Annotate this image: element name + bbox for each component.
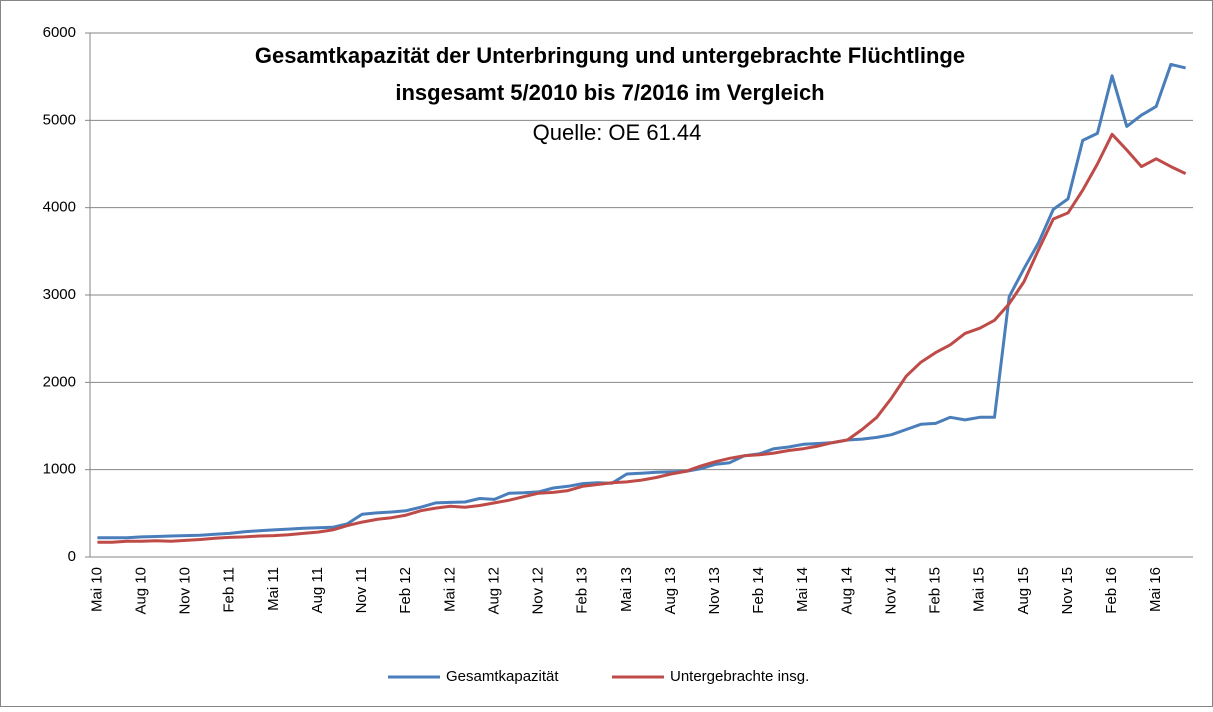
x-tick-label: Mai 16	[1147, 567, 1164, 612]
chart-subtitle: Quelle: OE 61.44	[533, 120, 702, 145]
x-tick-label: Nov 12	[530, 567, 547, 615]
x-tick-label: Mai 11	[265, 567, 282, 611]
x-tick-label: Aug 13	[662, 567, 679, 615]
legend-label: Untergebrachte insg.	[670, 668, 809, 685]
y-tick-label: 1000	[43, 461, 76, 478]
x-tick-label: Aug 11	[309, 567, 326, 613]
x-tick-label: Aug 14	[838, 567, 855, 615]
x-tick-label: Feb 16	[1103, 567, 1120, 614]
y-tick-label: 3000	[43, 286, 76, 303]
x-tick-label: Mai 10	[88, 567, 105, 612]
x-tick-label: Aug 15	[1015, 567, 1032, 615]
x-tick-label: Feb 15	[927, 567, 944, 614]
x-tick-label: Feb 14	[750, 567, 767, 614]
series-line	[97, 62, 1186, 540]
x-tick-label: Feb 13	[574, 567, 591, 614]
x-tick-label: Mai 12	[441, 567, 458, 612]
y-tick-label: 2000	[43, 373, 76, 390]
x-tick-label: Aug 10	[132, 567, 149, 615]
chart-title: Gesamtkapazität der Unterbringung und un…	[255, 43, 965, 68]
x-tick-label: Nov 14	[882, 567, 899, 615]
x-tick-label: Mai 15	[971, 567, 988, 612]
x-tick-label: Nov 11	[353, 567, 370, 613]
x-tick-label: Nov 15	[1059, 567, 1076, 615]
x-tick-label: Aug 12	[485, 567, 502, 615]
y-tick-label: 5000	[43, 111, 76, 128]
y-tick-label: 4000	[43, 199, 76, 216]
x-tick-label: Nov 10	[177, 567, 194, 615]
legend-label: Gesamtkapazität	[446, 668, 559, 685]
x-tick-label: Feb 12	[397, 567, 414, 614]
x-tick-label: Feb 11	[221, 567, 238, 613]
x-tick-label: Mai 14	[794, 567, 811, 612]
series-line	[97, 132, 1187, 544]
chart-title: insgesamt 5/2010 bis 7/2016 im Vergleich	[395, 80, 824, 105]
y-tick-label: 6000	[43, 24, 76, 41]
x-tick-label: Nov 13	[706, 567, 723, 615]
y-tick-label: 0	[68, 548, 76, 565]
x-tick-label: Mai 13	[618, 567, 635, 612]
